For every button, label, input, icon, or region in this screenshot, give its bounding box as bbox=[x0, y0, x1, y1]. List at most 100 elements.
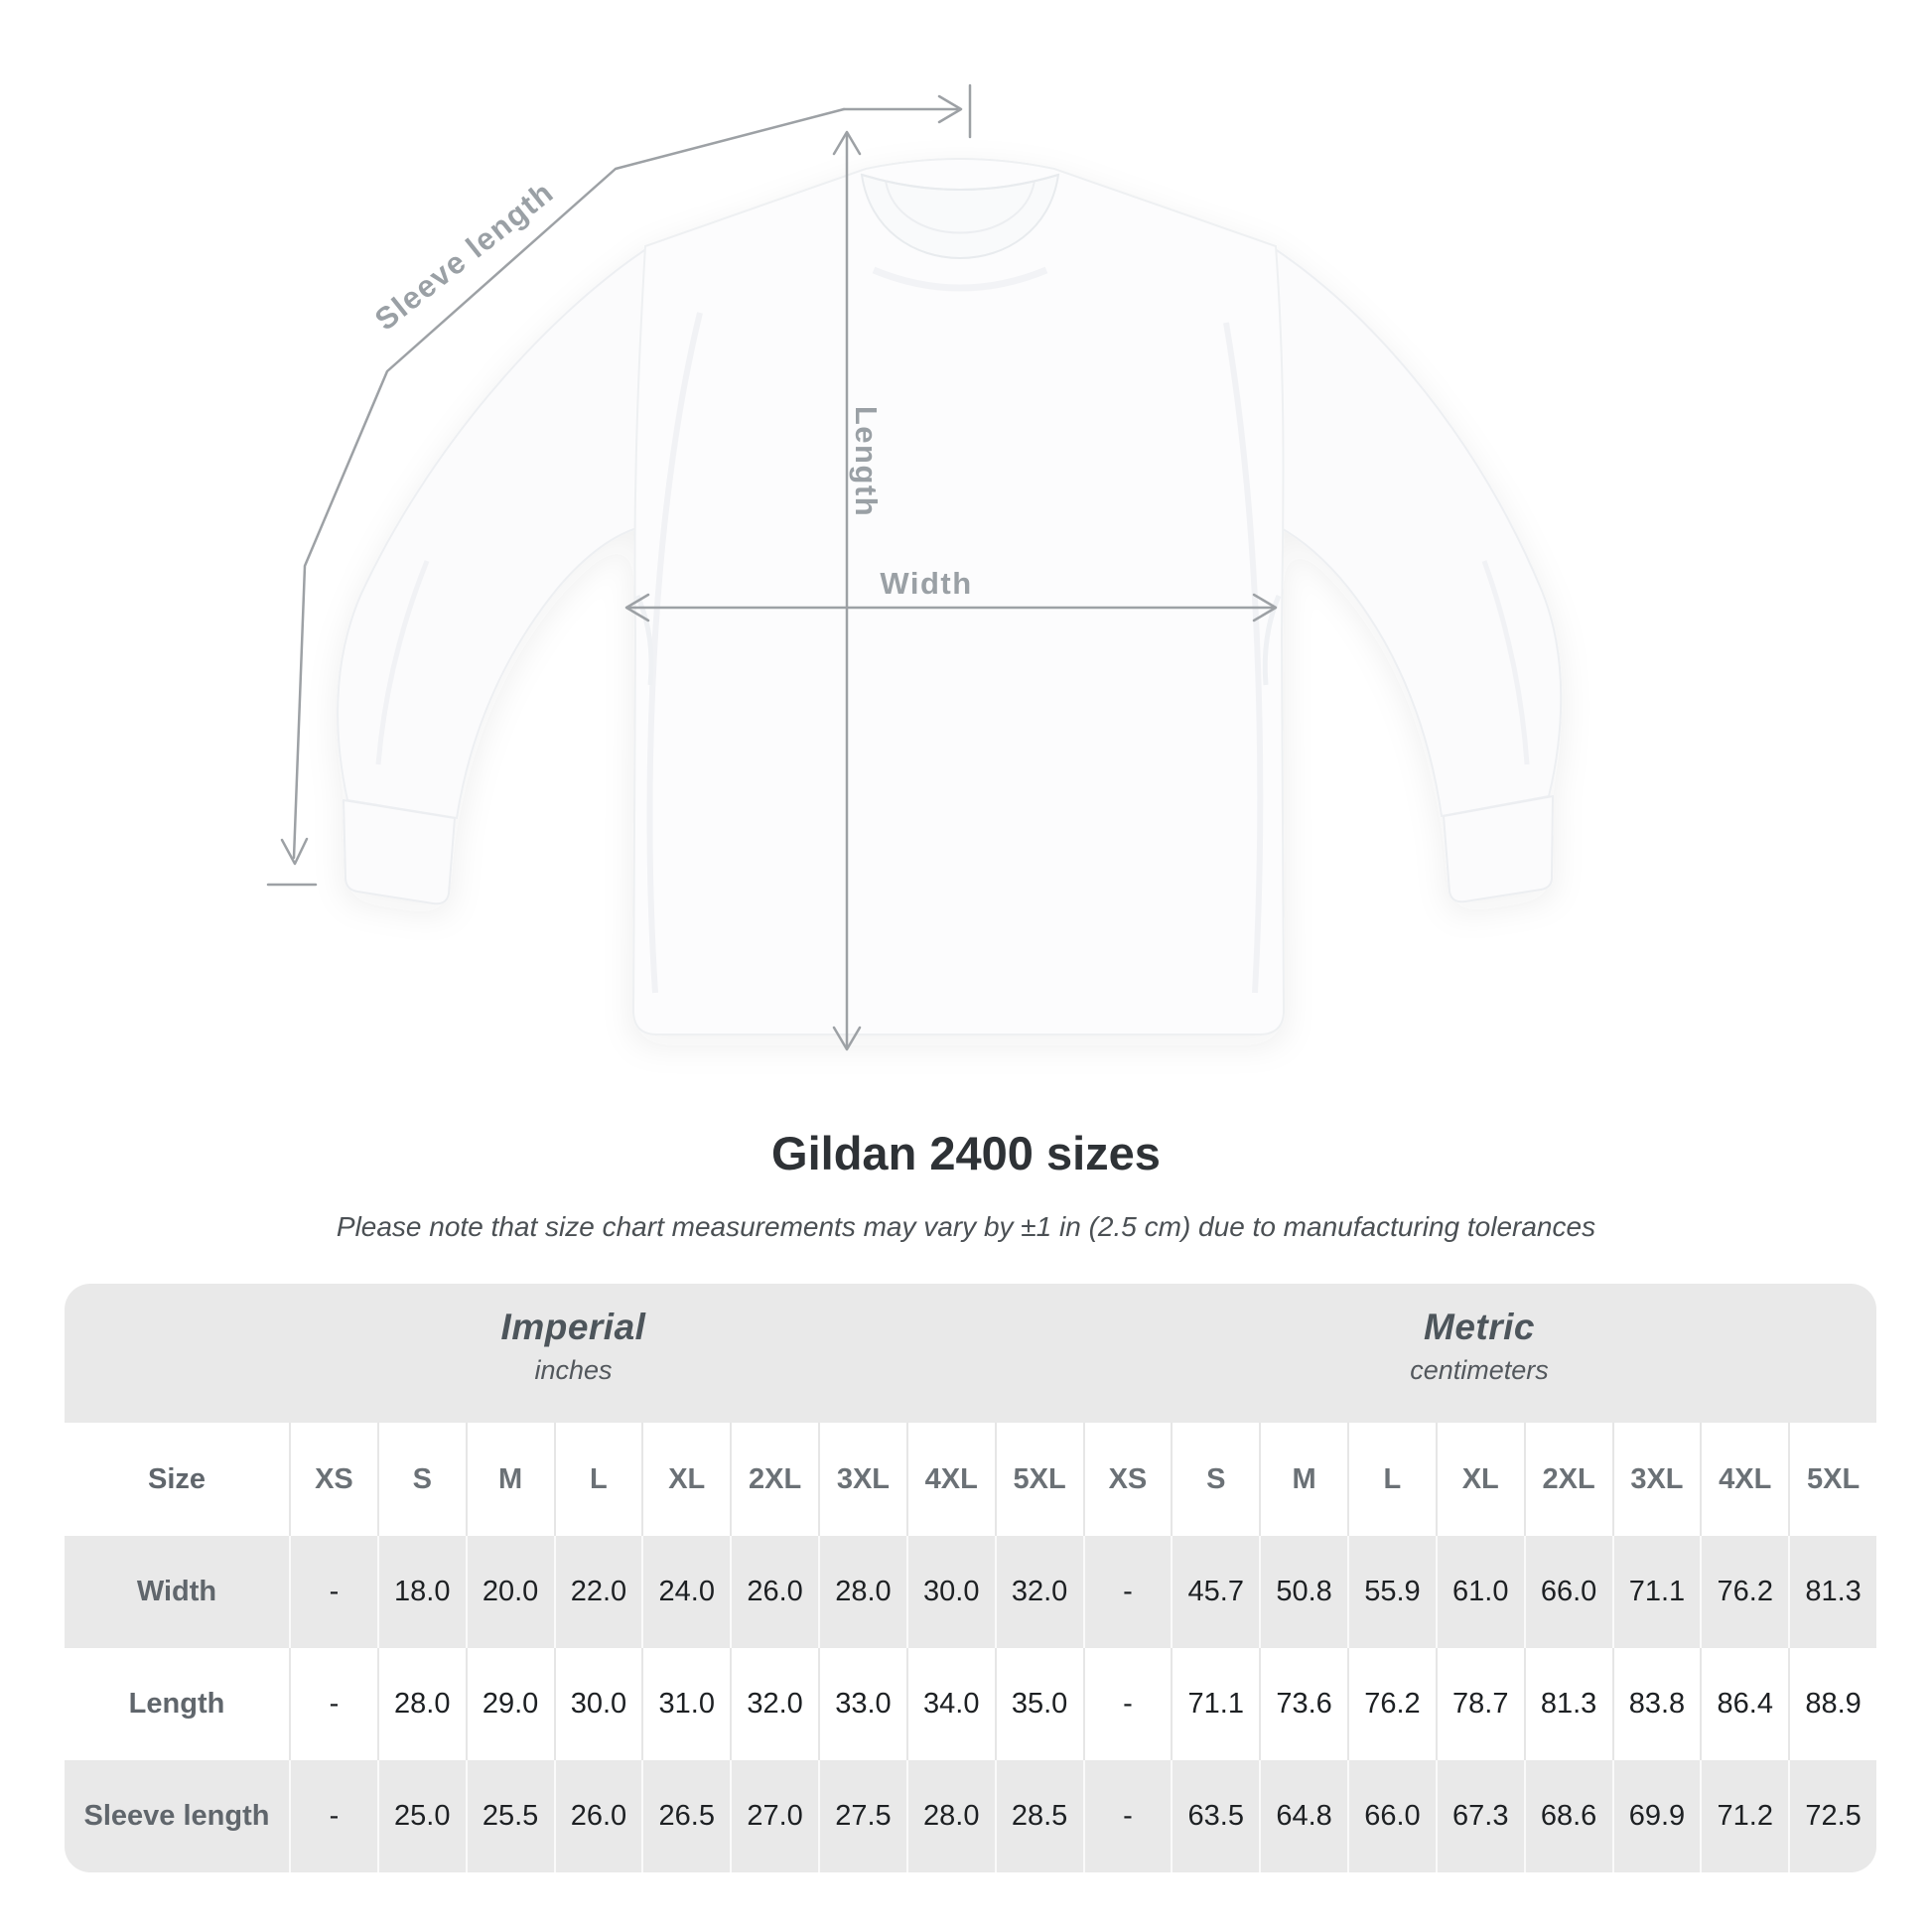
size-column-header: Size bbox=[65, 1423, 289, 1536]
arrowhead-right-icon bbox=[937, 94, 963, 124]
shirt-measurement-diagram: Sleeve length Length Width bbox=[266, 83, 1563, 1051]
col-header-imperial-m: M bbox=[465, 1423, 554, 1536]
arrowhead-up-icon bbox=[832, 130, 862, 156]
col-header-imperial-s: S bbox=[376, 1423, 466, 1536]
sleeve-cell: 26.5 bbox=[641, 1760, 731, 1872]
sleeve-cell: - bbox=[289, 1760, 377, 1872]
sleeve-length-line bbox=[292, 107, 846, 860]
length-cell: 86.4 bbox=[1700, 1648, 1789, 1760]
col-header-metric-l: L bbox=[1347, 1423, 1436, 1536]
col-header-metric-5xl: 5XL bbox=[1788, 1423, 1876, 1536]
arrowhead-left-icon bbox=[624, 593, 650, 622]
width-cell: 18.0 bbox=[376, 1536, 466, 1648]
sleeve-cell: 72.5 bbox=[1788, 1760, 1876, 1872]
width-label: Width bbox=[880, 566, 972, 601]
length-cell: 28.0 bbox=[376, 1648, 466, 1760]
width-cell: 76.2 bbox=[1700, 1536, 1789, 1648]
col-header-imperial-xs: XS bbox=[289, 1423, 377, 1536]
sleeve-length-label: Sleeve length bbox=[368, 175, 560, 338]
imperial-group-header: Imperial inches bbox=[65, 1284, 1082, 1423]
col-header-imperial-5xl: 5XL bbox=[994, 1423, 1083, 1536]
imperial-label: Imperial bbox=[500, 1307, 646, 1347]
width-cell: - bbox=[289, 1536, 377, 1648]
row-label-width: Width bbox=[65, 1536, 289, 1648]
width-cell: 24.0 bbox=[641, 1536, 731, 1648]
width-cell: 22.0 bbox=[553, 1536, 642, 1648]
col-header-metric-xs: XS bbox=[1082, 1423, 1172, 1536]
width-cell: - bbox=[1082, 1536, 1172, 1648]
width-cell: 26.0 bbox=[730, 1536, 818, 1648]
length-cell: 78.7 bbox=[1435, 1648, 1524, 1760]
measurement-lines bbox=[266, 83, 1278, 1051]
width-cell: 20.0 bbox=[465, 1536, 554, 1648]
col-header-imperial-l: L bbox=[553, 1423, 642, 1536]
row-label-length: Length bbox=[65, 1648, 289, 1760]
width-cell: 30.0 bbox=[905, 1536, 995, 1648]
length-cell: - bbox=[289, 1648, 377, 1760]
sleeve-cell: 67.3 bbox=[1435, 1760, 1524, 1872]
length-cell: - bbox=[1082, 1648, 1172, 1760]
sleeve-cell: 71.2 bbox=[1700, 1760, 1789, 1872]
length-cell: 34.0 bbox=[905, 1648, 995, 1760]
long-sleeve-shirt-illustration bbox=[337, 158, 1563, 1035]
row-label-sleeve-length: Sleeve length bbox=[65, 1760, 289, 1872]
width-cell: 32.0 bbox=[994, 1536, 1083, 1648]
sleeve-cell: - bbox=[1082, 1760, 1172, 1872]
length-cell: 81.3 bbox=[1523, 1648, 1612, 1760]
sleeve-cell: 66.0 bbox=[1347, 1760, 1436, 1872]
page-title: Gildan 2400 sizes bbox=[771, 1127, 1161, 1179]
length-cell: 88.9 bbox=[1788, 1648, 1876, 1760]
col-header-imperial-2xl: 2XL bbox=[730, 1423, 818, 1536]
length-cell: 83.8 bbox=[1611, 1648, 1701, 1760]
col-header-metric-m: M bbox=[1259, 1423, 1347, 1536]
col-header-metric-4xl: 4XL bbox=[1700, 1423, 1789, 1536]
sleeve-cell: 69.9 bbox=[1611, 1760, 1701, 1872]
metric-label: Metric bbox=[1424, 1307, 1535, 1347]
width-cell: 55.9 bbox=[1347, 1536, 1436, 1648]
length-cell: 31.0 bbox=[641, 1648, 731, 1760]
sleeve-cell: 27.5 bbox=[818, 1760, 906, 1872]
width-cell: 61.0 bbox=[1435, 1536, 1524, 1648]
sleeve-cell: 25.0 bbox=[376, 1760, 466, 1872]
width-cell: 50.8 bbox=[1259, 1536, 1347, 1648]
sleeve-cell: 28.5 bbox=[994, 1760, 1083, 1872]
length-cell: 32.0 bbox=[730, 1648, 818, 1760]
width-cell: 28.0 bbox=[818, 1536, 906, 1648]
sleeve-cell: 64.8 bbox=[1259, 1760, 1347, 1872]
size-grid: Size XS S M L XL 2XL 3XL 4XL 5XL XS S M … bbox=[65, 1423, 1876, 1872]
length-cell: 35.0 bbox=[994, 1648, 1083, 1760]
length-label: Length bbox=[849, 406, 884, 517]
length-cell: 29.0 bbox=[465, 1648, 554, 1760]
unit-group-band: Imperial inches Metric centimeters bbox=[65, 1284, 1876, 1423]
sleeve-cell: 28.0 bbox=[905, 1760, 995, 1872]
imperial-unit: inches bbox=[534, 1355, 613, 1385]
col-header-imperial-xl: XL bbox=[641, 1423, 731, 1536]
arrowhead-right-icon bbox=[1252, 593, 1278, 622]
tolerance-note: Please note that size chart measurements… bbox=[336, 1211, 1596, 1242]
length-cell: 30.0 bbox=[553, 1648, 642, 1760]
metric-group-header: Metric centimeters bbox=[1082, 1284, 1876, 1423]
length-cell: 33.0 bbox=[818, 1648, 906, 1760]
arrowhead-down-icon bbox=[832, 1026, 862, 1051]
width-cell: 66.0 bbox=[1523, 1536, 1612, 1648]
col-header-imperial-3xl: 3XL bbox=[818, 1423, 906, 1536]
width-cell: 45.7 bbox=[1171, 1536, 1260, 1648]
sleeve-cell: 63.5 bbox=[1171, 1760, 1260, 1872]
width-cell: 71.1 bbox=[1611, 1536, 1701, 1648]
col-header-metric-s: S bbox=[1171, 1423, 1260, 1536]
col-header-metric-3xl: 3XL bbox=[1611, 1423, 1701, 1536]
col-header-imperial-4xl: 4XL bbox=[905, 1423, 995, 1536]
metric-unit: centimeters bbox=[1410, 1355, 1549, 1385]
sleeve-cell: 25.5 bbox=[465, 1760, 554, 1872]
length-cell: 71.1 bbox=[1171, 1648, 1260, 1760]
length-cell: 76.2 bbox=[1347, 1648, 1436, 1760]
sleeve-cell: 27.0 bbox=[730, 1760, 818, 1872]
col-header-metric-2xl: 2XL bbox=[1523, 1423, 1612, 1536]
arrowhead-down-icon bbox=[280, 837, 309, 866]
width-cell: 81.3 bbox=[1788, 1536, 1876, 1648]
length-cell: 73.6 bbox=[1259, 1648, 1347, 1760]
sleeve-cell: 68.6 bbox=[1523, 1760, 1612, 1872]
col-header-metric-xl: XL bbox=[1435, 1423, 1524, 1536]
size-table: Imperial inches Metric centimeters Size … bbox=[65, 1284, 1876, 1872]
